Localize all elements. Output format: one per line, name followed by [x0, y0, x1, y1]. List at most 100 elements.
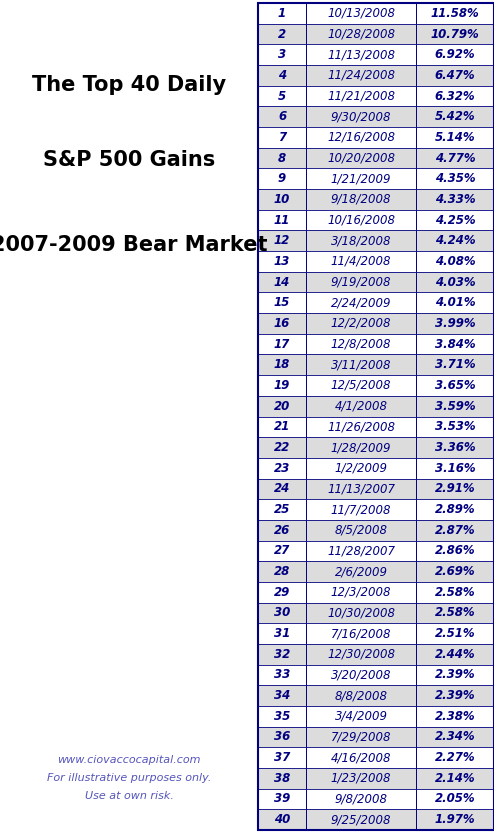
Text: 10: 10: [274, 193, 290, 206]
Bar: [258, 65, 306, 86]
Bar: [258, 562, 306, 582]
Text: 21: 21: [274, 420, 290, 433]
Text: 2.34%: 2.34%: [435, 730, 475, 744]
Bar: [258, 396, 494, 417]
Bar: [416, 665, 494, 686]
Bar: [258, 272, 306, 293]
Text: 4.03%: 4.03%: [435, 275, 475, 289]
Text: 25: 25: [274, 503, 290, 516]
Text: 4.08%: 4.08%: [435, 255, 475, 268]
Bar: [258, 417, 306, 437]
Bar: [416, 706, 494, 726]
Bar: [416, 541, 494, 562]
Text: 2.86%: 2.86%: [435, 544, 475, 557]
Text: 38: 38: [274, 772, 290, 785]
Text: 11/13/2008: 11/13/2008: [327, 48, 395, 62]
Text: 5.42%: 5.42%: [435, 110, 475, 123]
Text: 10/28/2008: 10/28/2008: [327, 27, 395, 41]
Text: 2.87%: 2.87%: [435, 523, 475, 537]
Text: 8/8/2008: 8/8/2008: [334, 689, 387, 702]
Text: 15: 15: [274, 296, 290, 310]
Bar: [306, 417, 416, 437]
Bar: [258, 417, 494, 437]
Bar: [258, 520, 494, 541]
Text: 18: 18: [274, 359, 290, 371]
Text: For illustrative purposes only.: For illustrative purposes only.: [47, 773, 211, 783]
Bar: [306, 86, 416, 106]
Text: 9: 9: [278, 172, 286, 186]
Bar: [258, 396, 306, 417]
Bar: [258, 375, 494, 396]
Text: 6.47%: 6.47%: [435, 69, 475, 82]
Bar: [306, 582, 416, 602]
Bar: [416, 3, 494, 23]
Text: 1/2/2009: 1/2/2009: [334, 462, 387, 475]
Bar: [258, 354, 494, 375]
Bar: [258, 251, 306, 272]
Text: 12/30/2008: 12/30/2008: [327, 648, 395, 661]
Text: 11/28/2007: 11/28/2007: [327, 544, 395, 557]
Bar: [306, 3, 416, 23]
Bar: [306, 644, 416, 665]
Bar: [258, 210, 494, 230]
Text: 10.79%: 10.79%: [431, 27, 479, 41]
Bar: [416, 354, 494, 375]
Bar: [306, 602, 416, 623]
Bar: [258, 478, 306, 499]
Bar: [258, 23, 306, 44]
Bar: [258, 499, 494, 520]
Bar: [306, 168, 416, 189]
Bar: [258, 541, 494, 562]
Text: 14: 14: [274, 275, 290, 289]
Bar: [306, 334, 416, 354]
Bar: [306, 65, 416, 86]
Text: 2.58%: 2.58%: [435, 586, 475, 599]
Bar: [306, 686, 416, 706]
Text: 2007-2009 Bear Market: 2007-2009 Bear Market: [0, 235, 267, 255]
Bar: [258, 437, 494, 458]
Bar: [306, 768, 416, 789]
Bar: [416, 623, 494, 644]
Bar: [258, 272, 494, 293]
Bar: [416, 417, 494, 437]
Bar: [306, 251, 416, 272]
Bar: [306, 313, 416, 334]
Bar: [258, 189, 306, 210]
Bar: [416, 396, 494, 417]
Bar: [416, 375, 494, 396]
Bar: [306, 23, 416, 44]
Text: 10/20/2008: 10/20/2008: [327, 151, 395, 165]
Text: 4.24%: 4.24%: [435, 235, 475, 247]
Bar: [258, 437, 306, 458]
Bar: [258, 354, 306, 375]
Text: 30: 30: [274, 607, 290, 619]
Text: 12/3/2008: 12/3/2008: [331, 586, 391, 599]
Bar: [258, 251, 494, 272]
Bar: [258, 582, 306, 602]
Text: 12/8/2008: 12/8/2008: [331, 338, 391, 350]
Bar: [258, 106, 306, 127]
Text: 36: 36: [274, 730, 290, 744]
Bar: [258, 768, 494, 789]
Bar: [306, 520, 416, 541]
Text: 40: 40: [274, 813, 290, 826]
Text: Use at own risk.: Use at own risk.: [84, 791, 173, 801]
Bar: [258, 726, 306, 747]
Text: 2.91%: 2.91%: [435, 483, 475, 495]
Text: 4/1/2008: 4/1/2008: [334, 399, 387, 413]
Bar: [306, 44, 416, 65]
Text: 3.99%: 3.99%: [435, 317, 475, 330]
Bar: [258, 478, 494, 499]
Text: 19: 19: [274, 379, 290, 392]
Text: 3.36%: 3.36%: [435, 441, 475, 454]
Text: 4.35%: 4.35%: [435, 172, 475, 186]
Bar: [258, 168, 494, 189]
Bar: [416, 499, 494, 520]
Bar: [258, 520, 306, 541]
Bar: [258, 3, 494, 830]
Text: 20: 20: [274, 399, 290, 413]
Text: The Top 40 Daily: The Top 40 Daily: [32, 75, 226, 95]
Bar: [416, 65, 494, 86]
Bar: [416, 272, 494, 293]
Bar: [306, 437, 416, 458]
